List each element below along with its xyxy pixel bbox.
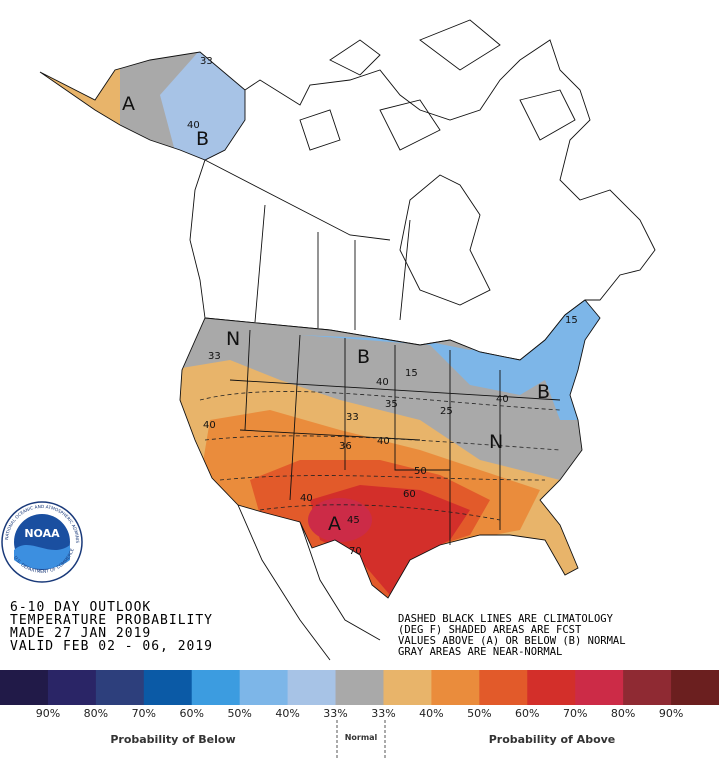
- header-line: MADE 27 JAN 2019: [10, 626, 151, 641]
- map-label: 45: [347, 515, 360, 526]
- map-label: 60: [403, 489, 416, 500]
- legend-normal-caption: Normal: [345, 733, 378, 742]
- map-label: 33: [208, 351, 221, 362]
- header: 6-10 DAY OUTLOOK TEMPERATURE PROBABILITY…: [10, 600, 213, 654]
- legend-label: 90%: [659, 707, 683, 720]
- legend-swatch: [239, 670, 289, 705]
- alaska-outline: [39, 51, 246, 161]
- header-line: VALID FEB 02 - 06, 2019: [10, 639, 213, 654]
- map-label: A: [122, 93, 135, 115]
- conus-outline: [179, 299, 601, 599]
- legend-label: 60%: [515, 707, 539, 720]
- climatology-lines: [199, 391, 561, 521]
- legend-below-caption: Probability of Below: [110, 733, 235, 746]
- map-label: 40: [376, 377, 389, 388]
- map-label: 15: [405, 368, 418, 379]
- provinces: [204, 159, 411, 330]
- legend-swatch: [527, 670, 576, 705]
- legend: Probability of Below Normal Probability …: [0, 670, 719, 758]
- map-label: 33: [346, 412, 359, 423]
- map-label: 33: [200, 56, 213, 67]
- legend-swatch: [287, 670, 337, 705]
- map-label: 40: [377, 436, 390, 447]
- legend-label: 60%: [180, 707, 204, 720]
- header-line: TEMPERATURE PROBABILITY: [10, 613, 213, 628]
- map-label: 40: [496, 394, 509, 405]
- logo-ring-top-text: NATIONAL OCEANIC AND ATMOSPHERIC ADMINIS…: [0, 0, 80, 543]
- note-line: GRAY AREAS ARE NEAR-NORMAL: [398, 646, 562, 658]
- legend-swatch: [0, 670, 49, 705]
- header-line: 6-10 DAY OUTLOOK: [10, 600, 151, 615]
- legend-swatch: [575, 670, 624, 705]
- map-label: 50: [414, 466, 427, 477]
- legend-label: 50%: [227, 707, 251, 720]
- map-label: 70: [349, 546, 362, 557]
- map-labels: A B 33 40 N 33 B 40 33 40 36 40 50 60 A …: [122, 56, 578, 557]
- legend-label: 33%: [371, 707, 395, 720]
- area-80-above: [308, 498, 372, 542]
- map-label: 40: [300, 493, 313, 504]
- legend-label: 40%: [275, 707, 299, 720]
- logo-text: NOAA: [24, 527, 60, 540]
- legend-swatch: [383, 670, 432, 705]
- legend-label: 80%: [84, 707, 108, 720]
- map-label: 40: [187, 120, 200, 131]
- legend-label: 70%: [563, 707, 587, 720]
- map-label: 35: [385, 399, 398, 410]
- legend-swatch: [95, 670, 145, 705]
- legend-swatch: [431, 670, 480, 705]
- notes: DASHED BLACK LINES ARE CLIMATOLOGY (DEG …: [398, 613, 626, 658]
- legend-label: 33%: [323, 707, 347, 720]
- legend-label: 70%: [132, 707, 156, 720]
- map-label: 15: [565, 315, 578, 326]
- legend-swatch: [191, 670, 241, 705]
- map-label: 40: [203, 420, 216, 431]
- map-label: A: [328, 513, 341, 535]
- map: [39, 19, 656, 661]
- legend-label: 50%: [467, 707, 491, 720]
- note-line: VALUES ABOVE (A) OR BELOW (B) NORMAL: [398, 635, 626, 647]
- note-line: (DEG F) SHADED AREAS ARE FCST: [398, 624, 582, 636]
- mexico: [237, 504, 381, 661]
- map-label: B: [196, 128, 209, 150]
- state-lines: [229, 329, 561, 545]
- legend-swatch: [623, 670, 672, 705]
- map-label: N: [489, 431, 503, 453]
- legend-label: 90%: [36, 707, 60, 720]
- legend-swatch: [143, 670, 193, 705]
- legend-swatch: [671, 670, 719, 705]
- map-label: N: [226, 328, 240, 350]
- legend-above-caption: Probability of Above: [489, 733, 616, 746]
- legend-swatch: [47, 670, 97, 705]
- alaska-fill: [40, 52, 245, 160]
- logo-ring-top: NATIONAL OCEANIC AND ATMOSPHERIC ADMINIS…: [0, 0, 80, 543]
- map-label: 25: [440, 406, 453, 417]
- legend-label: 80%: [611, 707, 635, 720]
- legend-swatch: [335, 670, 384, 705]
- hudson-bay: [399, 174, 491, 306]
- map-label: B: [357, 346, 370, 368]
- map-label: B: [537, 381, 550, 403]
- arctic-islands: [299, 19, 576, 151]
- map-label: 36: [339, 441, 352, 452]
- legend-label: 40%: [419, 707, 443, 720]
- legend-swatch: [479, 670, 528, 705]
- logo-wave: [14, 545, 70, 569]
- note-line: DASHED BLACK LINES ARE CLIMATOLOGY: [398, 613, 614, 625]
